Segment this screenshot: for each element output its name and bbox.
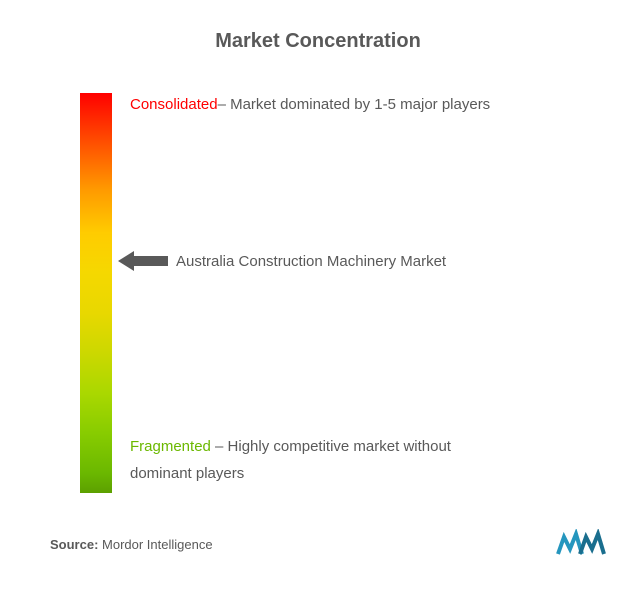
fragmented-highlight: Fragmented bbox=[130, 438, 211, 455]
fragmented-label: Fragmented – Highly competitive market w… bbox=[130, 433, 510, 487]
arrow-left-icon bbox=[118, 251, 168, 271]
gradient-spectrum-bar bbox=[80, 93, 112, 493]
market-name-label: Australia Construction Machinery Market bbox=[176, 253, 446, 270]
consolidated-text: – Market dominated by 1-5 major players bbox=[218, 96, 491, 113]
source-value: Mordor Intelligence bbox=[98, 537, 212, 552]
consolidated-highlight: Consolidated bbox=[130, 96, 218, 113]
mordor-logo-icon bbox=[556, 529, 606, 559]
footer: Source: Mordor Intelligence bbox=[50, 529, 606, 559]
concentration-diagram: Consolidated– Market dominated by 1-5 ma… bbox=[80, 93, 606, 513]
consolidated-label: Consolidated– Market dominated by 1-5 ma… bbox=[130, 93, 490, 117]
source-label: Source: bbox=[50, 537, 98, 552]
market-position-indicator: Australia Construction Machinery Market bbox=[118, 251, 446, 271]
page-title: Market Concentration bbox=[30, 30, 606, 53]
source-attribution: Source: Mordor Intelligence bbox=[50, 537, 213, 552]
